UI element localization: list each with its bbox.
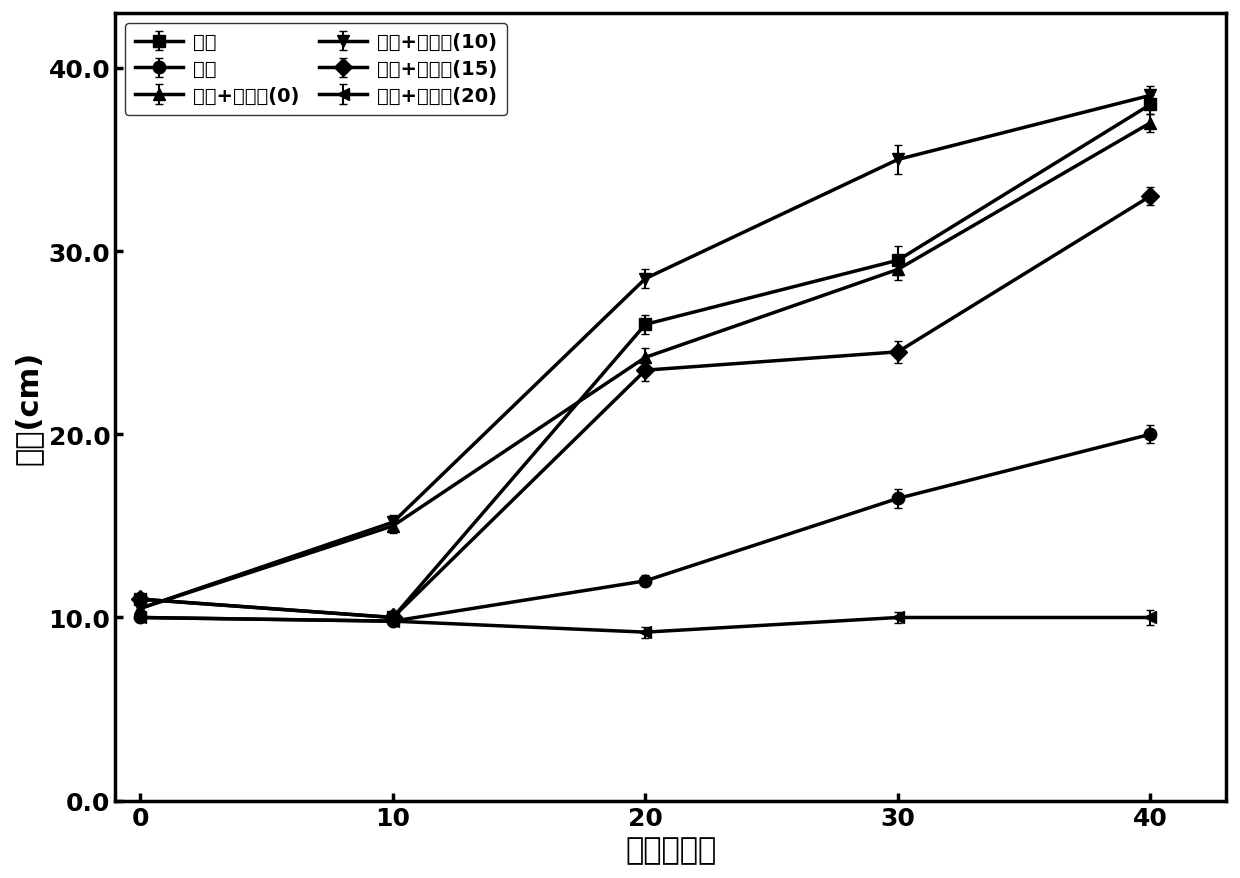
Y-axis label: 株长(cm): 株长(cm) [14,350,43,464]
X-axis label: 时间（天）: 时间（天） [625,835,717,864]
Legend: 空白, 莹草, 莹草+改替剂(0), 莹草+改替剂(10), 莹草+改替剂(15), 莹草+改替剂(20): 空白, 莹草, 莹草+改替剂(0), 莹草+改替剂(10), 莹草+改替剂(15… [125,24,507,116]
